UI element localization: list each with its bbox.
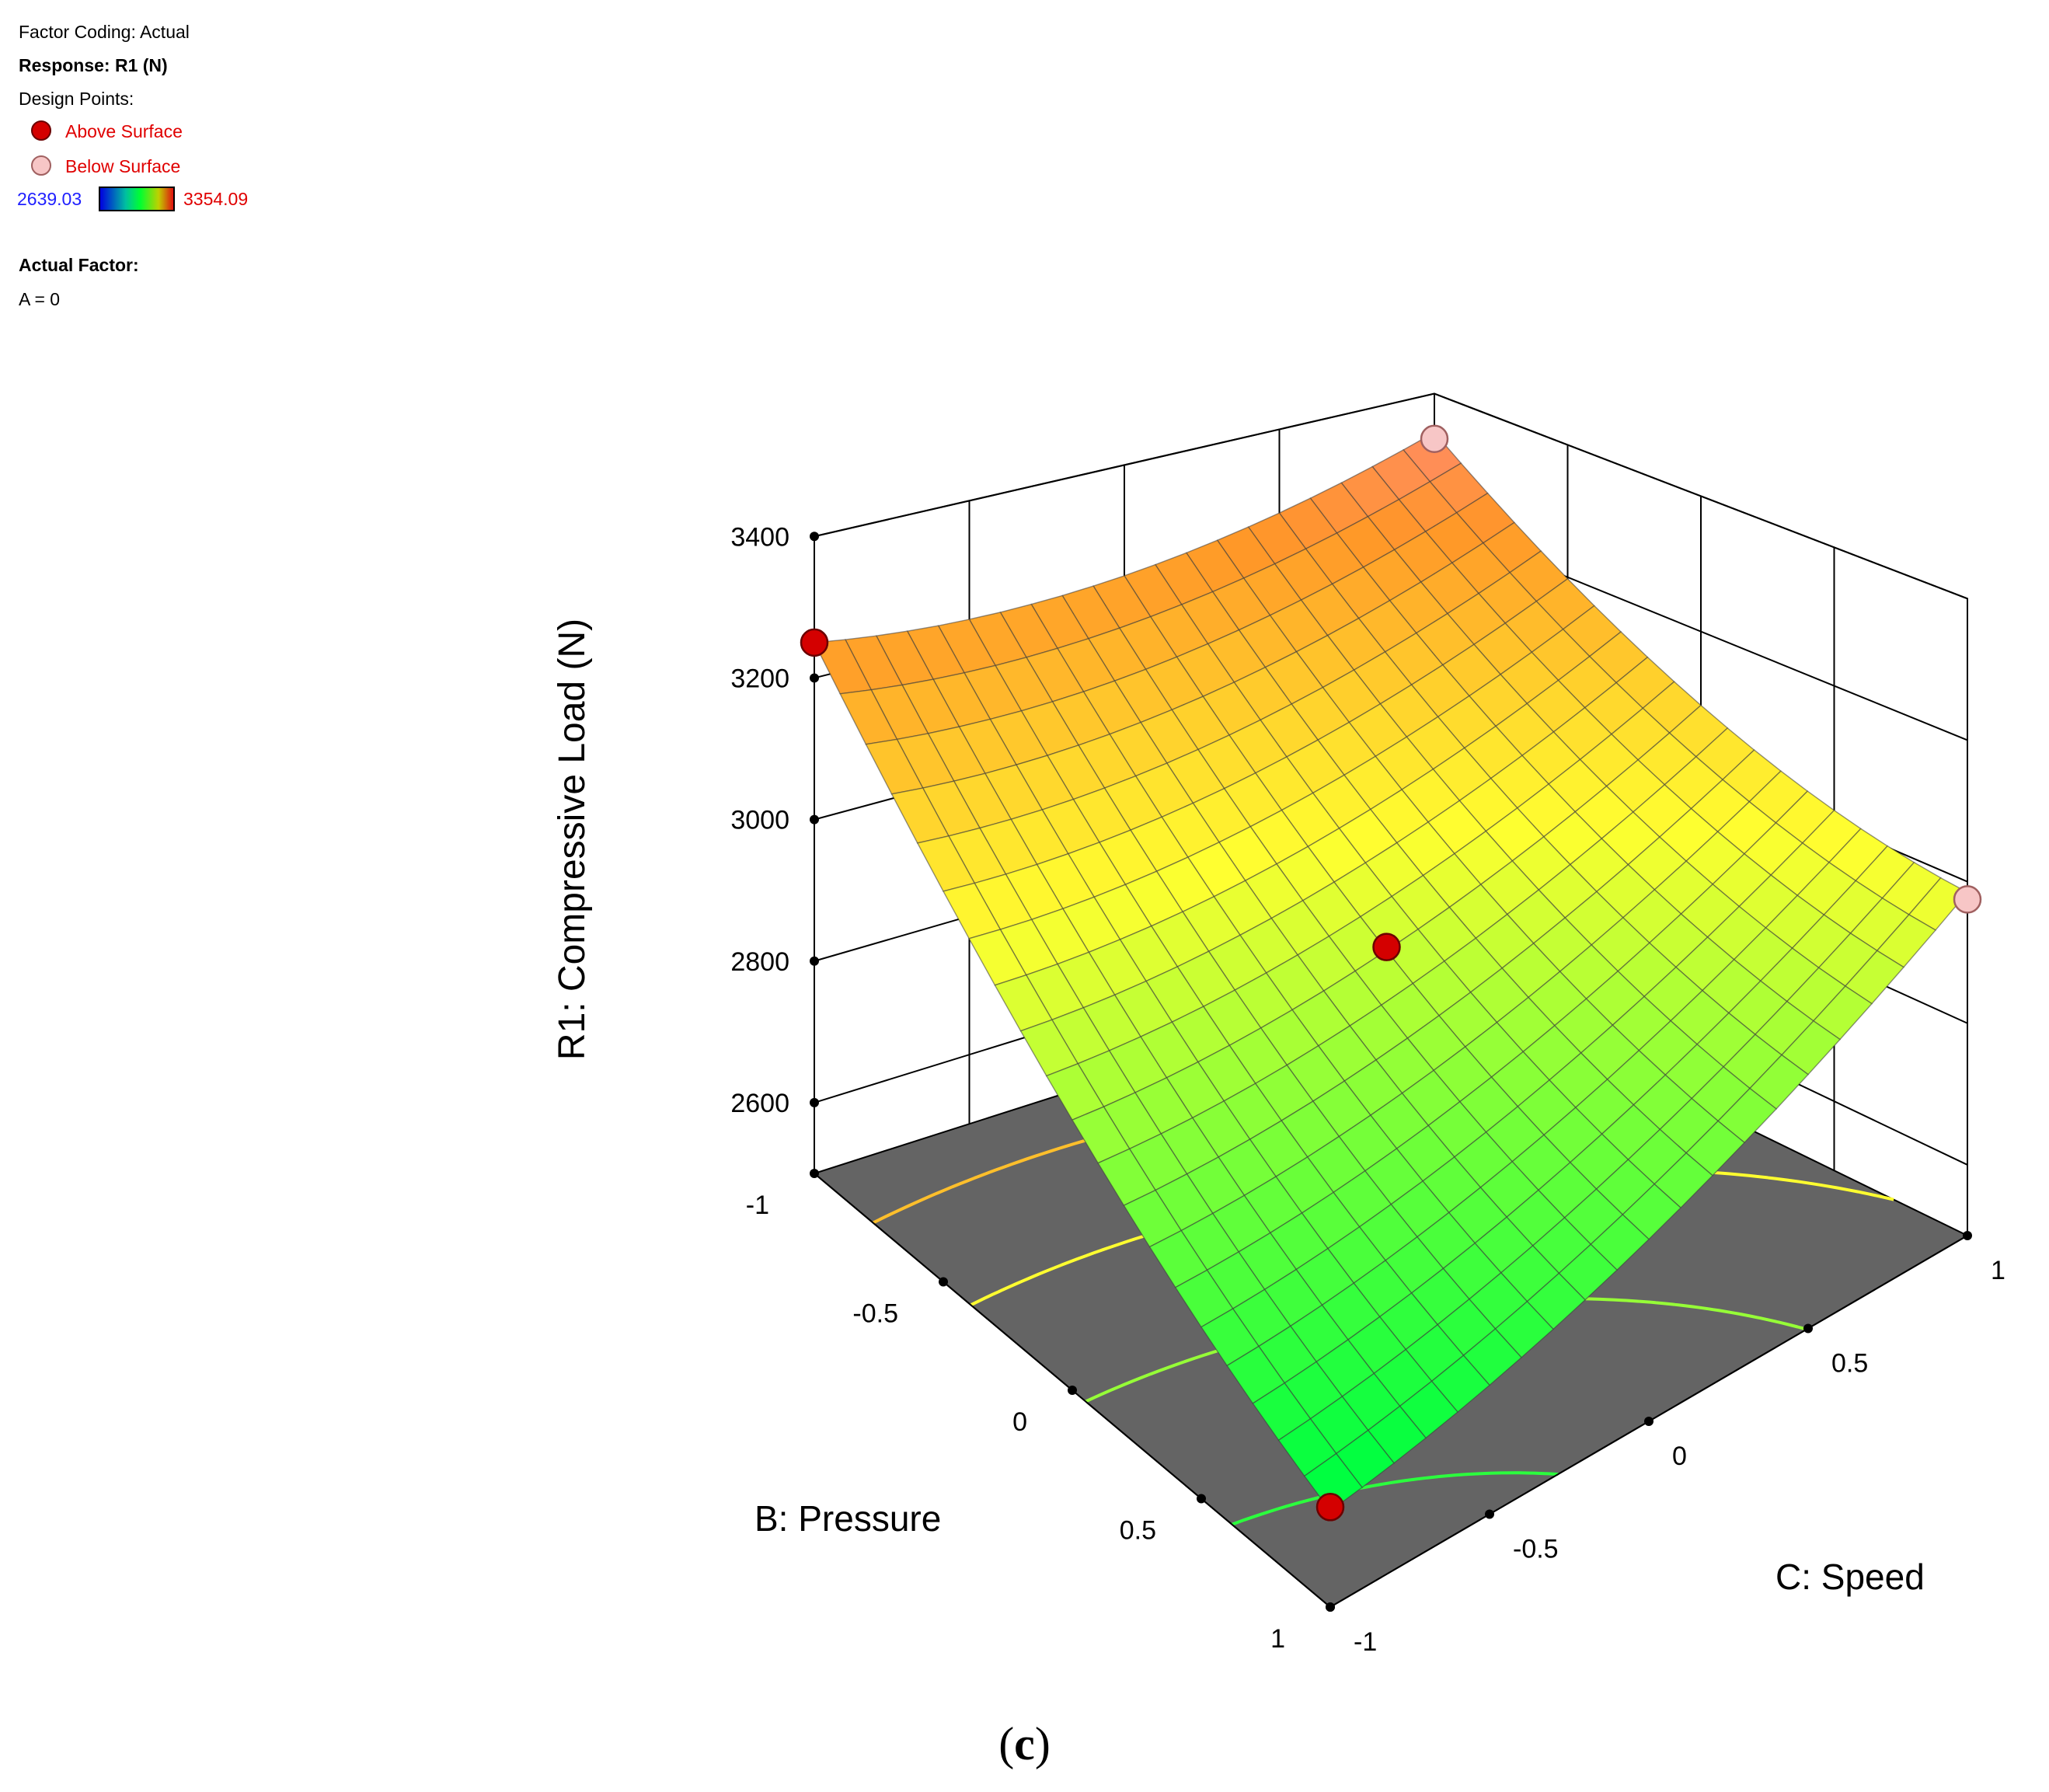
z-tick-label: 2600 (730, 1089, 789, 1118)
axis-labels: R1: Compressive Load (N) B: Pressure C: … (552, 619, 1925, 1597)
color-scale-max: 3354.09 (183, 189, 249, 209)
x-tick-mark (810, 1169, 819, 1178)
x-tick-label: 0 (1012, 1407, 1027, 1437)
y-tick-mark (1326, 1602, 1335, 1612)
figure-caption: (c) (998, 1718, 1051, 1769)
z-tick-label: 3000 (730, 806, 789, 835)
below-surface-marker-icon (31, 155, 51, 176)
y-tick-label: 1 (1991, 1256, 2005, 1285)
response-surface (813, 431, 1969, 1512)
x-tick-label: -0.5 (852, 1299, 898, 1329)
y-tick-label: -1 (1354, 1627, 1377, 1657)
below-surface-label: Below Surface (65, 156, 181, 176)
z-tick-label: 2800 (730, 947, 789, 977)
y-tick-mark (1963, 1231, 1972, 1240)
design-point-below (1953, 885, 1982, 914)
z-axis-title: R1: Compressive Load (N) (552, 619, 593, 1060)
factor-coding-label: Factor Coding: Actual (19, 22, 190, 42)
color-scale-min: 2639.03 (17, 189, 82, 209)
above-surface-label: Above Surface (65, 121, 183, 141)
actual-factor-label: Actual Factor: (19, 255, 139, 275)
x-tick-mark (1197, 1494, 1206, 1504)
caption-letter: c (1014, 1718, 1035, 1769)
design-point-below (1420, 424, 1449, 454)
axes: -1 -0.5 0 0.5 1 -1 -0.5 0 0.5 1 2600 2800 3000 3200 34… (730, 522, 2005, 1657)
actual-factor-value: A = 0 (19, 289, 61, 309)
legend-panel: Factor Coding: Actual Response: R1 (N) D… (0, 0, 466, 326)
z-tick-mark (810, 814, 819, 825)
y-tick-label: -0.5 (1513, 1535, 1559, 1564)
y-tick-mark (1644, 1417, 1653, 1426)
z-tick-label: 3400 (730, 522, 789, 552)
x-tick-label: 1 (1270, 1624, 1285, 1654)
design-points-label: Design Points: (19, 89, 134, 109)
color-scale-bar (99, 187, 175, 211)
x-tick-label: -1 (746, 1191, 769, 1220)
response-label: Response: R1 (N) (19, 55, 168, 75)
x-tick-label: 0.5 (1120, 1516, 1156, 1546)
design-points (800, 424, 1982, 1522)
y-tick-mark (1485, 1509, 1494, 1519)
design-point-above (1315, 1493, 1345, 1522)
x-tick-mark (939, 1277, 948, 1287)
z-tick-mark (810, 532, 819, 542)
wall-gridline-z (814, 392, 1968, 600)
design-point-above (800, 628, 829, 657)
z-tick-mark (810, 1097, 819, 1107)
x-tick-mark (1068, 1386, 1077, 1395)
z-tick-label: 3200 (730, 664, 789, 693)
z-tick-mark (810, 673, 819, 683)
x-axis-title: B: Pressure (754, 1498, 941, 1539)
y-axis-title: C: Speed (1775, 1557, 1925, 1597)
design-point-above (1372, 933, 1401, 961)
z-tick-mark (810, 956, 819, 966)
above-surface-marker-icon (31, 120, 51, 141)
y-tick-label: 0.5 (1831, 1349, 1868, 1379)
y-tick-label: 0 (1672, 1442, 1687, 1471)
y-tick-mark (1803, 1323, 1813, 1334)
